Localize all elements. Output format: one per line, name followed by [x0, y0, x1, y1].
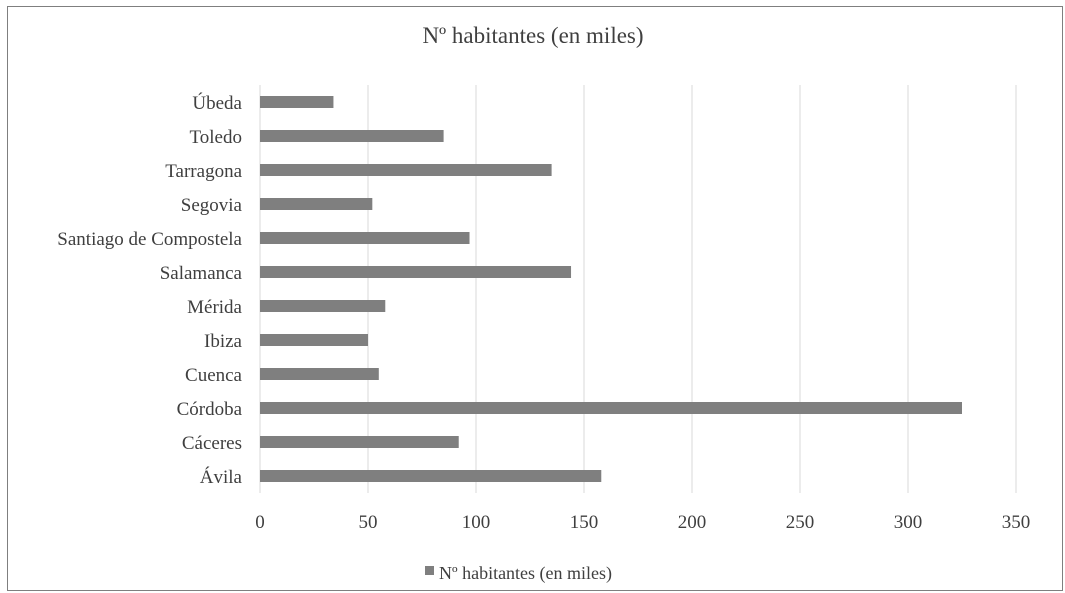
category-label: Cuenca	[185, 365, 243, 386]
bar	[260, 436, 459, 448]
category-label: Tarragona	[165, 161, 242, 182]
bar-series	[260, 96, 962, 482]
bar	[260, 334, 368, 346]
chart-title: Nº habitantes (en miles)	[422, 23, 643, 48]
category-label: Ávila	[200, 466, 243, 488]
category-label: Cáceres	[182, 433, 242, 454]
category-label: Úbeda	[192, 92, 242, 114]
gridlines	[259, 85, 1017, 493]
bar	[260, 164, 552, 176]
legend-label: Nº habitantes (en miles)	[439, 563, 612, 584]
bar	[260, 266, 572, 278]
legend-swatch	[425, 566, 434, 575]
chart-frame	[7, 6, 1063, 591]
bar	[260, 402, 962, 414]
bar	[260, 96, 334, 108]
x-tick-label: 300	[894, 512, 923, 533]
x-tick-label: 150	[570, 512, 599, 533]
bar	[260, 130, 444, 142]
bar	[260, 232, 470, 244]
x-tick-label: 100	[462, 512, 491, 533]
bar	[260, 300, 386, 312]
category-label: Ibiza	[204, 331, 243, 352]
bar	[260, 368, 379, 380]
category-label: Toledo	[190, 127, 243, 148]
category-label: Santiago de Compostela	[57, 229, 242, 250]
x-tick-label: 250	[786, 512, 815, 533]
bar	[260, 470, 602, 482]
bar	[260, 198, 373, 210]
category-label: Córdoba	[177, 399, 243, 420]
x-tick-label: 350	[1002, 512, 1031, 533]
x-tick-label: 0	[255, 512, 265, 533]
legend: Nº habitantes (en miles)	[425, 563, 612, 584]
category-label: Mérida	[187, 297, 242, 318]
category-label: Salamanca	[160, 263, 243, 284]
x-tick-label: 50	[359, 512, 378, 533]
category-label: Segovia	[181, 195, 243, 216]
category-labels: Ávila Cáceres Córdoba Cuenca Ibiza Mérida Sala…	[57, 92, 242, 488]
x-tick-label: 200	[678, 512, 707, 533]
x-tick-labels: 0 50 100 150 200 250 300 350	[255, 512, 1030, 533]
